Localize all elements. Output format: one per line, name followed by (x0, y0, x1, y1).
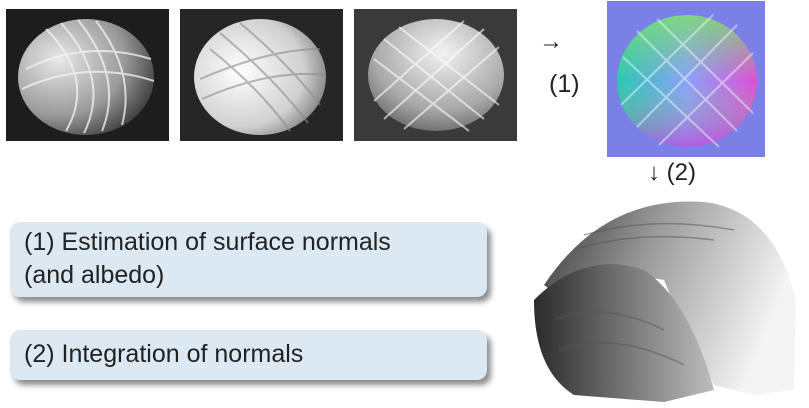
step-1-callout-line-2: (and albedo) (24, 261, 165, 289)
step-2-callout-text: (2) Integration of normals (24, 340, 304, 368)
step-1-callout: (1) Estimation of surface normals (and a… (10, 222, 487, 297)
input-photo-1 (6, 9, 169, 141)
input-photo-3 (354, 9, 517, 141)
step-1-label: (1) (549, 70, 580, 98)
step-2-callout: (2) Integration of normals (10, 330, 487, 380)
normal-map-image (607, 1, 765, 157)
step-2-arrow-label: ↓ (2) (648, 159, 696, 186)
arrow-right-icon: → (539, 28, 563, 55)
input-photo-2 (180, 9, 343, 141)
reconstructed-surface-image (514, 190, 804, 405)
step-1-callout-line-1: (1) Estimation of surface normals (24, 228, 391, 256)
